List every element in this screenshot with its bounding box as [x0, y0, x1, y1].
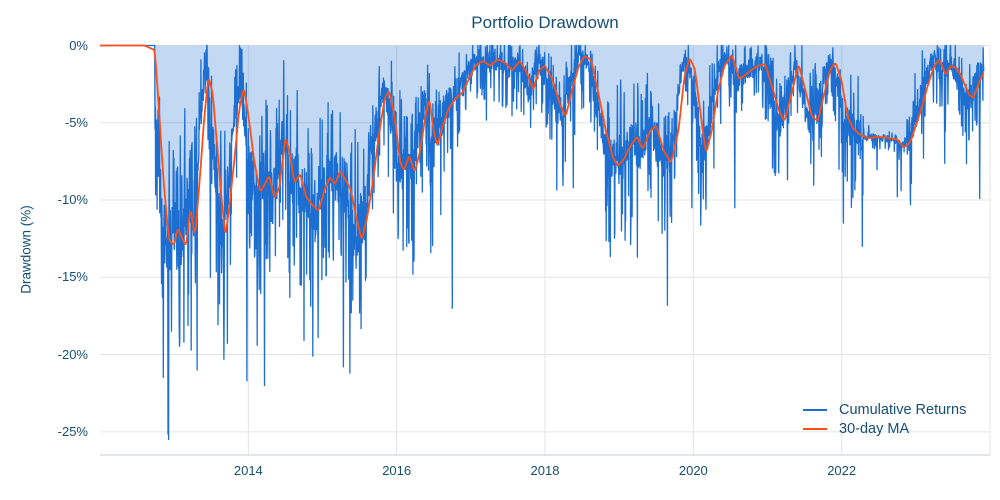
y-tick-label: 0%	[69, 37, 88, 53]
x-tick-label: 2018	[530, 463, 560, 478]
x-tick-label: 2022	[827, 463, 857, 478]
y-tick-label: -25%	[57, 423, 88, 439]
legend-label-cumulative-returns: Cumulative Returns	[839, 402, 967, 418]
y-tick-label: -5%	[64, 114, 88, 130]
x-tick-label: 2016	[382, 463, 412, 478]
x-tick-label: 2014	[233, 463, 263, 478]
chart-title: Portfolio Drawdown	[471, 13, 619, 32]
x-tick-label: 2020	[678, 463, 708, 478]
y-tick-label: -10%	[57, 192, 88, 208]
y-axis-title: Drawdown (%)	[18, 205, 34, 294]
legend-item-30-day-ma[interactable]: 30-day MA	[803, 420, 966, 438]
cumulative-returns-line-swatch	[803, 408, 827, 412]
y-tick-label: -15%	[57, 269, 88, 285]
legend: Cumulative Returns 30-day MA	[803, 401, 966, 439]
y-tick-label: -20%	[57, 346, 88, 362]
legend-label-30-day-ma: 30-day MA	[839, 421, 910, 437]
legend-item-cumulative-returns[interactable]: Cumulative Returns	[803, 401, 966, 419]
ma-line-swatch	[803, 427, 827, 431]
